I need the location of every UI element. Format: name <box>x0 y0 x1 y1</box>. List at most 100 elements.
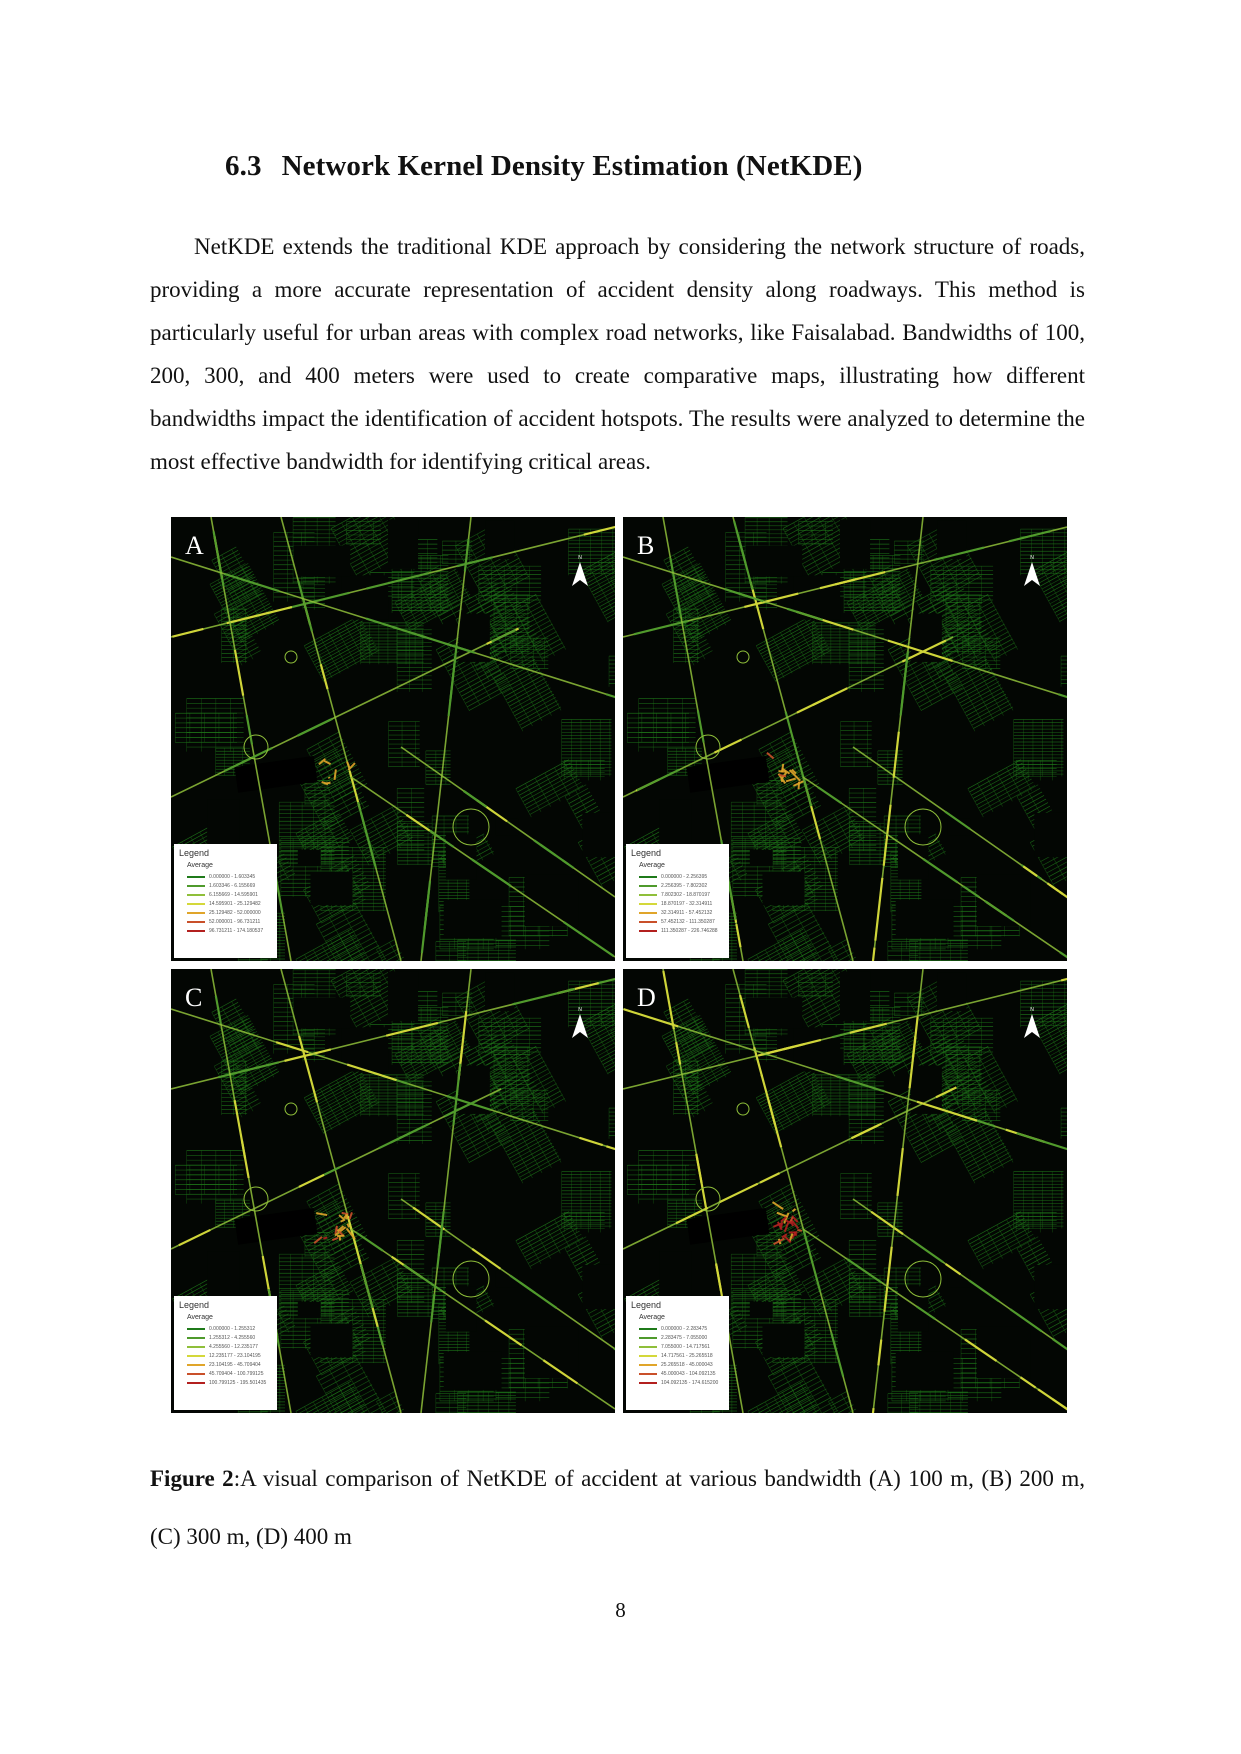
map-legend: Legend Average 0.000000 - 1.255312 1.2553… <box>174 1296 277 1410</box>
legend-subtitle: Average <box>187 1314 213 1321</box>
panel-label: A <box>185 531 204 560</box>
legend-range: 14.717561 - 25.265518 <box>661 1352 713 1359</box>
legend-range: 1.255312 - 4.255560 <box>209 1334 256 1341</box>
legend-row: 7.802302 - 18.870197 <box>639 890 724 899</box>
legend-range: 25.129482 - 52.000000 <box>209 909 261 916</box>
legend-row: 45.709404 - 100.799125 <box>187 1369 272 1378</box>
section-title: Network Kernel Density Estimation (NetKD… <box>281 150 863 182</box>
legend-range: 6.155669 - 14.595901 <box>209 891 258 898</box>
section-number: 6.3 <box>225 150 262 182</box>
legend-swatch <box>639 1345 657 1348</box>
legend-swatch <box>639 1336 657 1339</box>
legend-range: 111.350287 - 226.746288 <box>661 927 718 934</box>
legend-row: 104.092135 - 174.615200 <box>639 1378 724 1387</box>
legend-row: 32.314911 - 57.452132 <box>639 908 724 917</box>
legend-row: 23.104195 - 45.709404 <box>187 1360 272 1369</box>
legend-range: 32.314911 - 57.452132 <box>661 909 713 916</box>
legend-title: Legend <box>631 1300 662 1310</box>
legend-row: 0.000000 - 2.283475 <box>639 1324 724 1333</box>
legend-range: 100.799125 - 195.501435 <box>209 1379 267 1386</box>
legend-range: 0.000000 - 2.283475 <box>661 1325 708 1332</box>
legend-swatch <box>187 875 205 878</box>
legend-range: 1.603346 - 6.155669 <box>209 882 256 889</box>
legend-swatch <box>187 1363 205 1366</box>
legend-swatch <box>187 1345 205 1348</box>
legend-swatch <box>187 929 205 932</box>
map-panel-c: C N Legend Average 0.000000 - 1.255312 1.… <box>171 969 615 1413</box>
legend-swatch <box>639 1363 657 1366</box>
legend-swatch <box>639 875 657 878</box>
legend-row: 45.000043 - 104.092135 <box>639 1369 724 1378</box>
legend-row: 96.731211 - 174.180537 <box>187 926 272 935</box>
panel-label: C <box>185 983 203 1012</box>
legend-swatch <box>187 911 205 914</box>
legend-row: 12.235177 - 23.104195 <box>187 1351 272 1360</box>
legend-swatch <box>187 893 205 896</box>
legend-swatch <box>639 1372 657 1375</box>
legend-swatch <box>187 884 205 887</box>
map-panel-a: A N Legend Average 0.000000 - 1.603345 1.… <box>171 517 615 961</box>
legend-swatch <box>639 929 657 932</box>
legend-swatch <box>639 911 657 914</box>
legend-row: 2.283475 - 7.055000 <box>639 1333 724 1342</box>
svg-text:N: N <box>578 1007 582 1013</box>
legend-row: 57.452132 - 111.350287 <box>639 917 724 926</box>
legend-row: 0.000000 - 2.256395 <box>639 872 724 881</box>
legend-row: 100.799125 - 195.501435 <box>187 1378 272 1387</box>
map-legend: Legend Average 0.000000 - 2.256395 2.2563… <box>626 844 729 958</box>
legend-range: 96.731211 - 174.180537 <box>209 927 264 934</box>
legend-row: 14.717561 - 25.265518 <box>639 1351 724 1360</box>
legend-swatch <box>639 1354 657 1357</box>
legend-range: 2.283475 - 7.055000 <box>661 1334 708 1341</box>
svg-text:N: N <box>1030 555 1034 561</box>
legend-swatch <box>187 1354 205 1357</box>
legend-row: 52.000001 - 96.731211 <box>187 917 272 926</box>
legend-range: 7.055000 - 14.717561 <box>661 1343 710 1350</box>
legend-swatch <box>639 902 657 905</box>
map-panel-d: D N Legend Average 0.000000 - 2.283475 2.… <box>623 969 1067 1413</box>
legend-swatch <box>187 902 205 905</box>
section-heading: 6.3 Network Kernel Density Estimation (Ne… <box>225 150 862 183</box>
legend-swatch <box>187 1381 205 1384</box>
legend-row: 4.255560 - 12.235177 <box>187 1342 272 1351</box>
north-arrow-icon: N <box>572 1007 588 1038</box>
legend-title: Legend <box>631 848 662 858</box>
body-paragraph: NetKDE extends the traditional KDE appro… <box>150 234 1085 474</box>
map-panel-b: B N Legend Average 0.000000 - 2.256395 2.… <box>623 517 1067 961</box>
legend-row: 18.870197 - 32.314911 <box>639 899 724 908</box>
svg-text:N: N <box>578 555 582 561</box>
map-legend: Legend Average 0.000000 - 2.283475 2.2834… <box>626 1296 729 1410</box>
legend-row: 6.155669 - 14.595901 <box>187 890 272 899</box>
legend-range: 57.452132 - 111.350287 <box>661 918 715 925</box>
legend-subtitle: Average <box>187 862 213 869</box>
north-arrow-icon: N <box>572 555 588 586</box>
legend-subtitle: Average <box>639 862 665 869</box>
legend-swatch <box>187 1336 205 1339</box>
legend-swatch <box>639 1327 657 1330</box>
legend-subtitle: Average <box>639 1314 665 1321</box>
legend-range: 0.000000 - 1.603345 <box>209 873 256 880</box>
legend-range: 2.256395 - 7.802302 <box>661 882 708 889</box>
legend-row: 14.595901 - 25.129482 <box>187 899 272 908</box>
legend-row: 0.000000 - 1.603345 <box>187 872 272 881</box>
netkde-figure: A N Legend Average 0.000000 - 1.603345 1.… <box>171 517 1067 1413</box>
caption-text: :A visual comparison of NetKDE of accide… <box>150 1466 1085 1549</box>
legend-row: 25.265518 - 45.000043 <box>639 1360 724 1369</box>
legend-swatch <box>187 1372 205 1375</box>
legend-swatch <box>187 1327 205 1330</box>
legend-swatch <box>639 893 657 896</box>
north-arrow-icon: N <box>1024 555 1040 586</box>
legend-row: 111.350287 - 226.746288 <box>639 926 724 935</box>
legend-swatch <box>639 920 657 923</box>
panel-label: B <box>637 531 655 560</box>
legend-row: 1.255312 - 4.255560 <box>187 1333 272 1342</box>
legend-row: 2.256395 - 7.802302 <box>639 881 724 890</box>
legend-swatch <box>639 1381 657 1384</box>
legend-range: 14.595901 - 25.129482 <box>209 900 261 907</box>
legend-swatch <box>187 920 205 923</box>
legend-row: 7.055000 - 14.717561 <box>639 1342 724 1351</box>
legend-row: 1.603346 - 6.155669 <box>187 881 272 890</box>
legend-range: 0.000000 - 1.255312 <box>209 1325 256 1332</box>
figure-label: Figure 2 <box>150 1466 234 1491</box>
legend-range: 52.000001 - 96.731211 <box>209 918 261 925</box>
